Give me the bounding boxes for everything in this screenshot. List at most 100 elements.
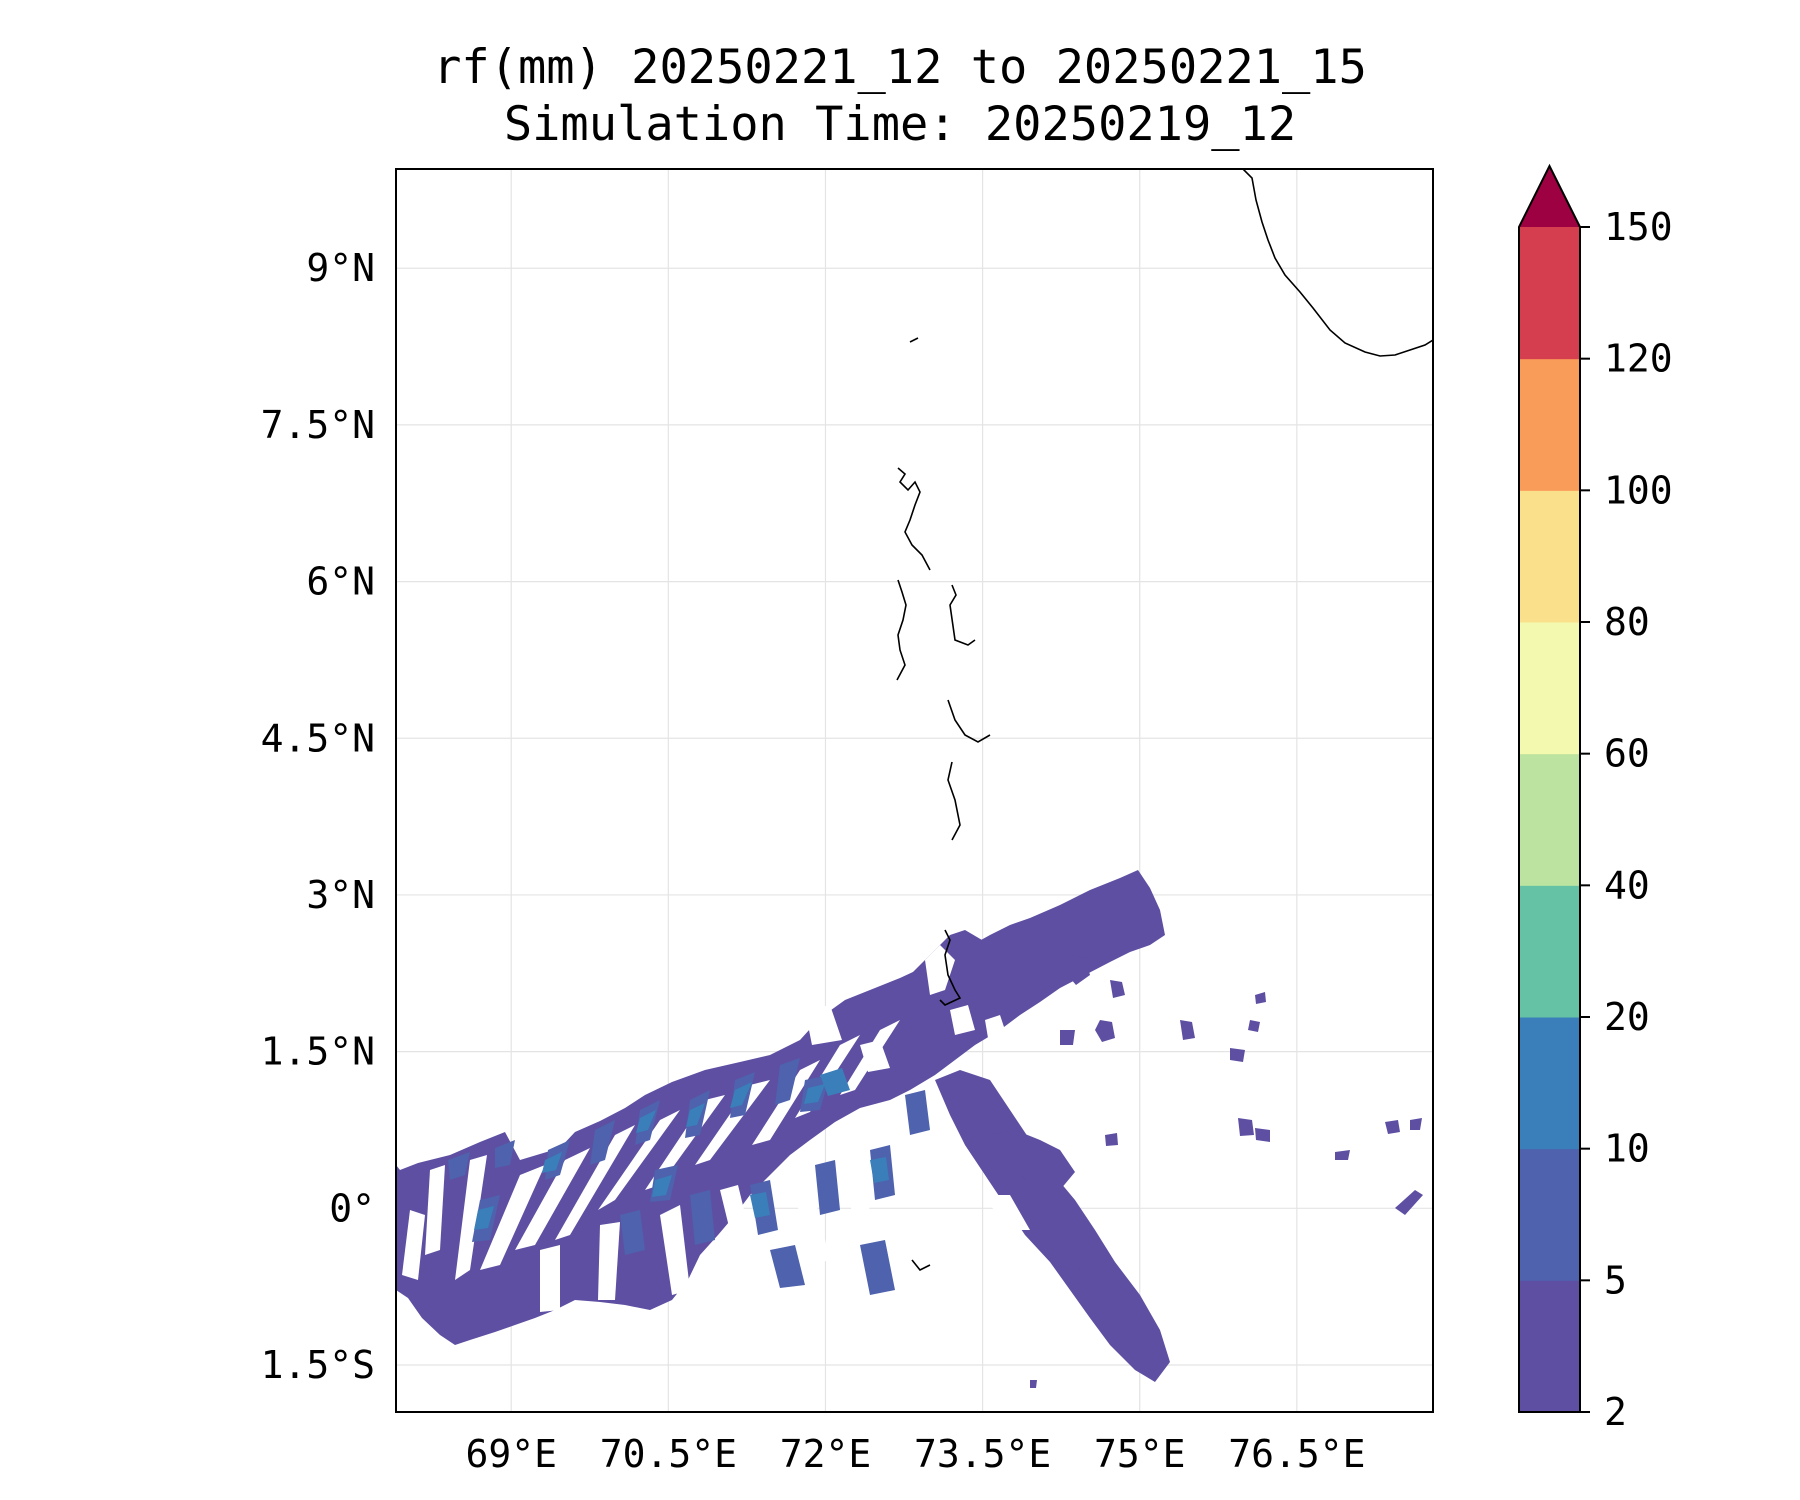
rain-cell-5 (1180, 1020, 1195, 1040)
maldives-addu-atoll (911, 1259, 931, 1272)
rain-cell-7 (1248, 1020, 1260, 1032)
colorbar-segment (1519, 490, 1580, 623)
rain-gap-24 (985, 1015, 1010, 1050)
x-tick-label: 76.5°E (1228, 1432, 1365, 1476)
rain-streak-19 (770, 1245, 805, 1288)
colorbar-segment (1519, 1017, 1580, 1150)
rain-streak-12 (815, 1160, 840, 1215)
rain-cell-12 (1385, 1120, 1400, 1134)
rain-core-10 (474, 1206, 494, 1230)
rain-band-east (990, 1130, 1075, 1190)
colorbar-tick-label: 2 (1604, 1390, 1627, 1434)
y-tick-label: 3°N (306, 873, 375, 917)
colorbar-tick-label: 120 (1604, 337, 1673, 381)
rain-core-2 (636, 1110, 656, 1133)
rain-region-10-20 (474, 1068, 889, 1230)
rain-streak-10 (690, 1190, 715, 1245)
rain-band-southeast (935, 1070, 1170, 1382)
rain-gap-19 (760, 1255, 790, 1315)
rain-gap-13 (598, 1222, 620, 1300)
colorbar-tick-label: 100 (1604, 468, 1673, 512)
x-tick-label: 73.5°E (914, 1432, 1051, 1476)
rain-cell-16 (1060, 1030, 1075, 1045)
rain-cell-10 (1335, 1150, 1350, 1160)
maldives-central-atoll-east (949, 584, 976, 646)
y-tick-label: 1.5°N (261, 1030, 375, 1074)
rain-core-9 (870, 1157, 889, 1183)
x-tick-label: 72°E (780, 1432, 872, 1476)
rain-cell-18 (1065, 1265, 1080, 1285)
coastlines (896, 169, 1433, 1272)
rain-streak-8 (775, 1058, 800, 1105)
rain-gap-21 (860, 1040, 890, 1072)
rain-streak-4 (590, 1120, 615, 1165)
x-tick-label: 75°E (1094, 1432, 1186, 1476)
rain-gap-8 (695, 1080, 770, 1165)
rain-cell-2 (1065, 955, 1090, 985)
colorbar-tick-label: 80 (1604, 600, 1650, 644)
rain-cell-19 (1030, 1380, 1037, 1388)
y-tick-label: 4.5°N (261, 716, 375, 760)
rain-gap-25 (402, 1210, 425, 1280)
rain-gap-4 (515, 1148, 590, 1250)
rain-gap-17 (850, 1155, 870, 1245)
colorbar-segment (1519, 885, 1580, 1018)
minicoy-island (909, 337, 919, 343)
rain-core-3 (686, 1103, 705, 1127)
colorbar-segment (1519, 227, 1580, 360)
map-frame (395, 168, 1434, 1413)
india-coastline (1242, 169, 1433, 357)
rain-gap-6 (598, 1110, 680, 1210)
rain-cell-9 (1255, 1128, 1270, 1142)
colorbar: 2 5 10 20 40 60 80 100 120 150 (1518, 163, 1673, 1434)
colorbar-segment (1519, 1280, 1580, 1413)
rain-cell-14 (1255, 992, 1266, 1004)
rain-gap-14 (660, 1205, 690, 1295)
x-axis: 69°E 70.5°E 72°E 73.5°E 75°E 76.5°E (465, 1432, 1365, 1476)
rain-core-8 (750, 1192, 770, 1218)
chart-subtitle: Simulation Time: 20250219_12 (503, 97, 1297, 152)
colorbar-tick-label: 20 (1604, 995, 1650, 1039)
colorbar-segment (1519, 358, 1580, 491)
rain-gap-22 (925, 945, 955, 995)
maldives-mid-atoll (947, 699, 991, 743)
colorbar-extend-arrow (1519, 166, 1580, 227)
rain-gap-5 (555, 1125, 635, 1240)
y-tick-label: 6°N (306, 560, 375, 604)
y-tick-label: 9°N (306, 246, 375, 290)
rain-streak-1 (448, 1152, 470, 1180)
rain-cell-11 (1410, 1118, 1422, 1130)
rain-streak-2 (495, 1140, 515, 1168)
colorbar-tick-label: 150 (1604, 205, 1673, 249)
chart-title: rf(mm) 20250221_12 to 20250221_15 (433, 40, 1367, 95)
rain-gap-20 (805, 1005, 842, 1045)
maldives-north-atoll (897, 467, 931, 571)
rain-streak-9 (620, 1210, 645, 1255)
rain-cell-1 (1042, 930, 1065, 960)
colorbar-segment (1519, 1148, 1580, 1281)
maldives-south-atoll (947, 761, 961, 841)
rain-gap-27 (1040, 1110, 1060, 1130)
rain-gap-9 (752, 1060, 820, 1145)
x-tick-label: 69°E (465, 1432, 557, 1476)
rain-gap-16 (790, 1170, 830, 1265)
rain-cell-8 (1238, 1118, 1254, 1136)
colorbar-tick-label: 10 (1604, 1127, 1650, 1171)
rain-core-1 (542, 1152, 562, 1173)
maldives-central-atoll-west (896, 579, 907, 681)
rain-core-5 (804, 1084, 825, 1104)
rain-gap-3 (480, 1165, 545, 1270)
rainfall-fields (396, 870, 1423, 1388)
colorbar-tick-label: 5 (1604, 1258, 1627, 1302)
y-axis: 9°N 7.5°N 6°N 4.5°N 3°N 1.5°N 0° 1.5°S (261, 246, 375, 1387)
rain-gaps (402, 945, 1060, 1315)
rain-gap-23 (950, 1005, 975, 1035)
rain-gap-15 (720, 1185, 760, 1280)
y-tick-label: 7.5°N (261, 403, 375, 447)
rain-cell-15 (1105, 1133, 1118, 1146)
rain-core-4 (730, 1082, 752, 1108)
rain-gap-7 (645, 1095, 725, 1190)
rain-cell-3 (1095, 1020, 1115, 1042)
